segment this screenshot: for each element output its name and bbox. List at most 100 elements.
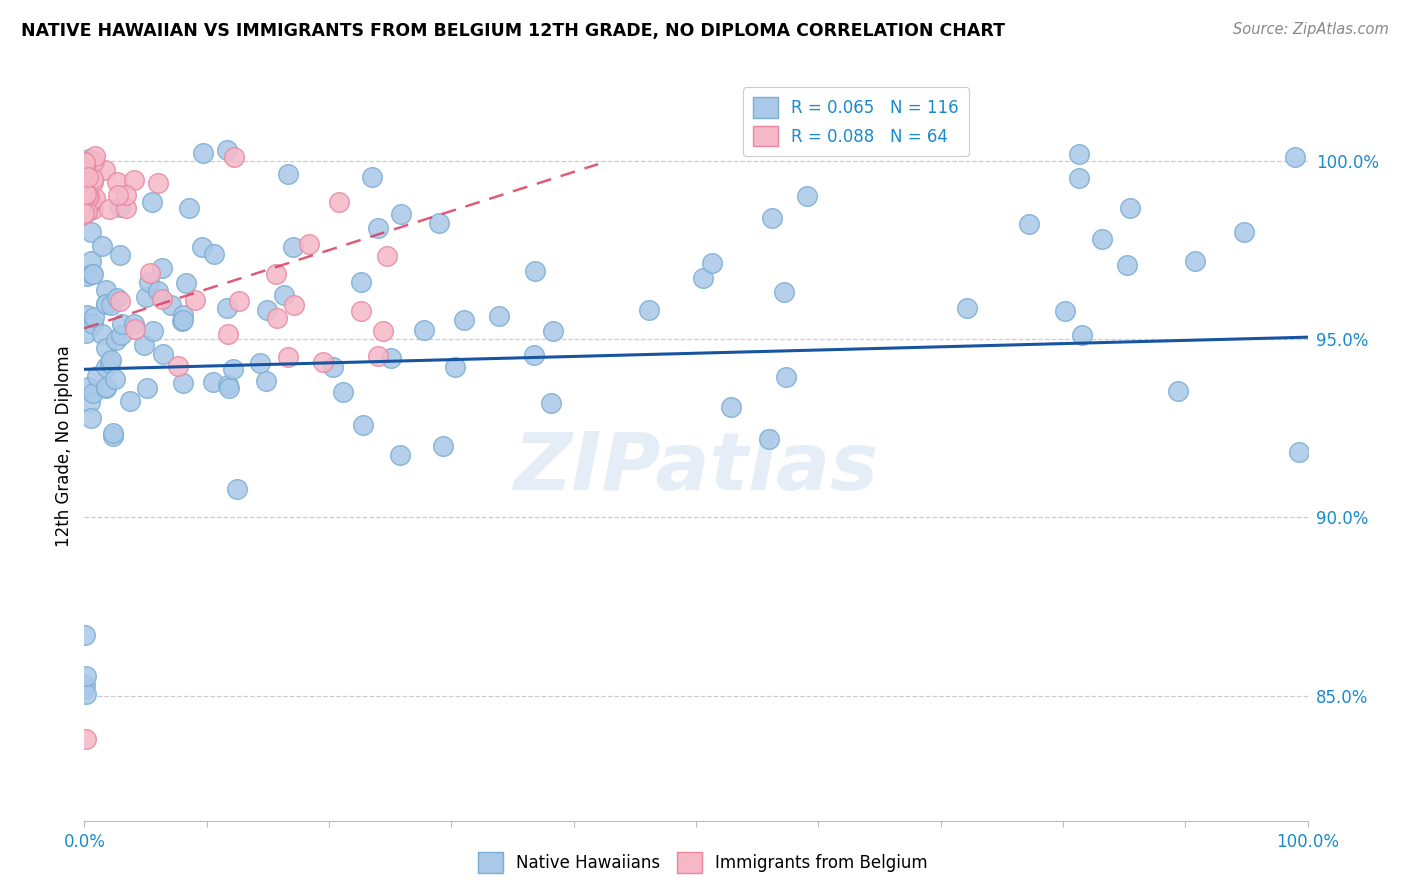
Point (427, 216, 450, 230)
Point (94, 380, 117, 394)
Point (73, 168, 96, 182)
Point (228, 294, 250, 309)
Point (172, 308, 194, 322)
Point (541, 324, 564, 338)
Point (283, 240, 305, 254)
Legend: Native Hawaiians, Immigrants from Belgium: Native Hawaiians, Immigrants from Belgiu… (471, 846, 935, 880)
Point (77, 380, 100, 394)
Point (108, 200, 131, 214)
Point (298, 237, 321, 252)
Point (104, 333, 127, 347)
Point (148, 284, 170, 298)
Point (184, 293, 207, 308)
Point (249, 356, 271, 370)
Point (77, 200, 100, 214)
Point (692, 271, 714, 285)
Point (1067, 147, 1090, 161)
Point (283, 298, 305, 312)
Point (138, 275, 160, 289)
Point (524, 264, 547, 278)
Point (266, 311, 288, 326)
Point (720, 400, 742, 414)
Point (82, 194, 104, 208)
Point (453, 313, 475, 327)
Text: Source: ZipAtlas.com: Source: ZipAtlas.com (1233, 22, 1389, 37)
Point (73, 207, 96, 221)
Point (91, 239, 114, 253)
Point (73, 160, 96, 174)
Point (100, 297, 122, 311)
Point (84, 149, 107, 163)
Point (256, 302, 278, 317)
Point (177, 202, 200, 216)
Point (159, 298, 181, 312)
Point (150, 261, 173, 276)
Point (638, 302, 661, 317)
Point (104, 372, 127, 386)
Point (217, 301, 239, 315)
Point (273, 287, 295, 301)
Point (100, 352, 122, 367)
Point (488, 310, 510, 324)
Point (80, 253, 103, 268)
Point (94, 341, 117, 355)
Point (73, 158, 96, 172)
Point (80, 225, 103, 239)
Point (76, 181, 98, 195)
Point (73, 174, 96, 188)
Point (73, 164, 96, 178)
Point (1067, 171, 1090, 186)
Point (77, 188, 100, 202)
Point (312, 355, 335, 369)
Point (76, 309, 98, 323)
Point (367, 221, 389, 235)
Point (82, 267, 104, 281)
Text: NATIVE HAWAIIAN VS IMMIGRANTS FROM BELGIUM 12TH GRADE, NO DIPLOMA CORRELATION CH: NATIVE HAWAIIAN VS IMMIGRANTS FROM BELGI… (21, 22, 1005, 40)
Point (75, 669, 97, 683)
Point (80, 411, 103, 425)
Point (73, 206, 96, 220)
Point (1053, 303, 1076, 318)
Point (201, 376, 224, 390)
Point (73, 170, 96, 185)
Point (91, 327, 114, 342)
Point (73, 154, 96, 169)
Point (1116, 258, 1139, 272)
Legend: R = 0.065   N = 116, R = 0.088   N = 64: R = 0.065 N = 116, R = 0.088 N = 64 (742, 87, 969, 156)
Point (82, 267, 104, 281)
Point (371, 324, 394, 338)
Point (172, 376, 194, 390)
Point (77, 169, 100, 184)
Point (75, 187, 97, 202)
Point (76, 205, 98, 219)
Point (254, 374, 277, 388)
Point (80, 157, 103, 171)
Point (217, 143, 239, 157)
Point (82, 317, 104, 331)
Point (1071, 328, 1094, 343)
Point (375, 249, 398, 263)
Point (73, 678, 96, 692)
Point (110, 248, 132, 262)
Point (222, 150, 245, 164)
Point (135, 380, 157, 394)
Point (73, 628, 96, 642)
Point (82, 172, 104, 186)
Point (98, 356, 121, 370)
Point (350, 276, 373, 290)
Point (148, 176, 170, 190)
Point (111, 317, 134, 331)
Point (75, 169, 97, 184)
Point (761, 211, 783, 225)
Point (124, 173, 146, 187)
Point (226, 482, 249, 496)
Point (115, 201, 138, 215)
Point (94, 162, 117, 177)
Point (758, 432, 780, 446)
Point (700, 255, 723, 269)
Point (110, 328, 132, 343)
Point (217, 378, 239, 392)
Y-axis label: 12th Grade, No Diploma: 12th Grade, No Diploma (55, 345, 73, 547)
Point (96, 296, 118, 310)
Point (191, 146, 214, 161)
